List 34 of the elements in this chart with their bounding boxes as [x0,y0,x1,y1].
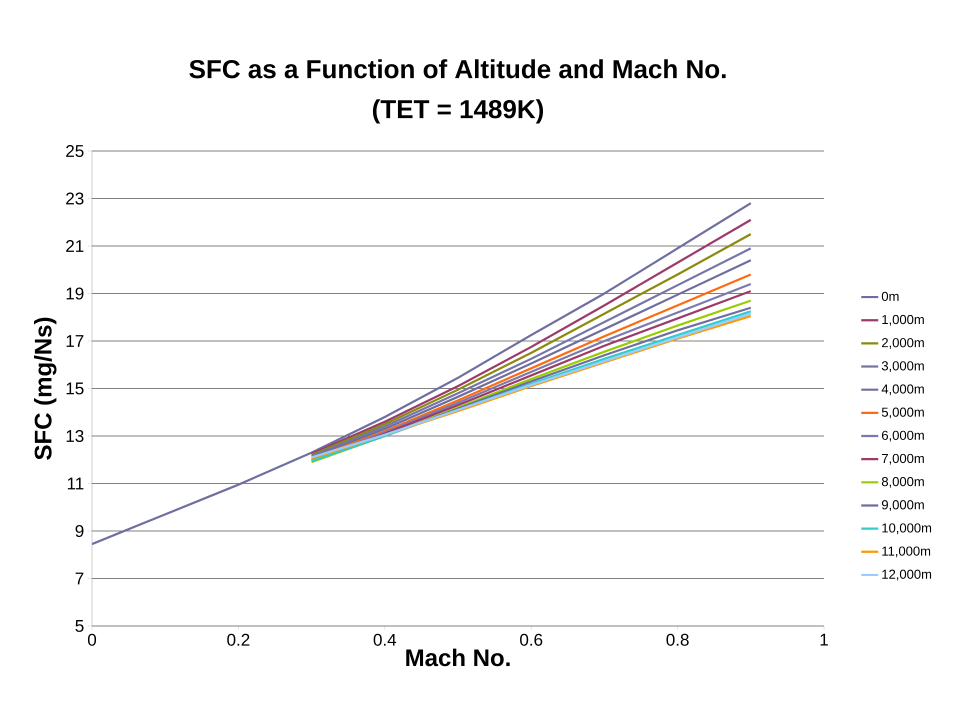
x-tick-label: 1 [820,634,828,646]
legend-label: 8,000m [882,477,924,488]
y-tick-label: 5 [75,620,84,632]
chart-title: SFC as a Function of Altitude and Mach No. [189,59,726,78]
legend-label: 2,000m [882,338,924,349]
y-tick-label: 25 [66,144,84,158]
chart-subtitle: (TET = 1489K) [372,99,544,124]
legend-label: 10,000m [882,523,932,534]
legend-label: 12,000m [882,570,932,580]
legend-label: 6,000m [882,430,924,442]
y-tick-label: 9 [76,524,84,538]
y-axis-title: SFC (mg/Ns) [34,318,56,460]
y-tick-label: 11 [68,478,84,490]
legend-label: 1,000m [882,314,924,326]
legend-label: 7,000m [882,454,924,465]
legend-label: 11,000m [882,546,930,558]
y-tick-label: 13 [66,430,84,442]
x-tick-label: 0.6 [520,634,542,646]
legend-label: 5,000m [882,408,924,418]
x-tick-label: 0.4 [374,634,396,646]
legend-label: 0m [882,292,899,301]
y-tick-label: 15 [66,382,84,394]
legend-label: 3,000m [882,361,924,372]
y-tick-label: 23 [66,192,84,205]
y-tick-label: 17 [66,335,84,347]
x-tick-label: 0.8 [666,634,689,646]
legend-label: 4,000m [882,384,924,396]
x-tick-label: 0.2 [227,634,250,646]
y-tick-label: 19 [66,287,84,300]
y-tick-label: 21 [66,240,84,252]
x-axis-title: Mach No. [406,648,510,666]
x-tick-label: 0 [88,634,96,646]
y-tick-label: 7 [76,572,84,584]
legend-label: 9,000m [882,500,924,511]
